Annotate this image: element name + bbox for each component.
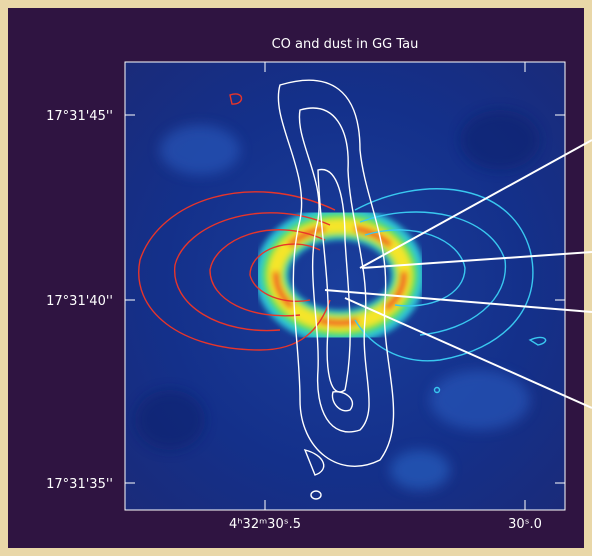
y-tick-label: 17°31'35'' <box>46 477 113 492</box>
y-tick-label: 17°31'40'' <box>46 294 113 309</box>
x-tick-label: 4ʰ32ᵐ30ˢ.5 <box>229 517 301 532</box>
image <box>125 62 565 510</box>
title: CO and dust in GG Tau <box>272 37 419 52</box>
y-tick-label: 17°31'45'' <box>46 109 113 124</box>
figure: CO and dust in GG Tau <box>0 0 592 556</box>
x-tick-label: 30ˢ.0 <box>508 517 542 532</box>
